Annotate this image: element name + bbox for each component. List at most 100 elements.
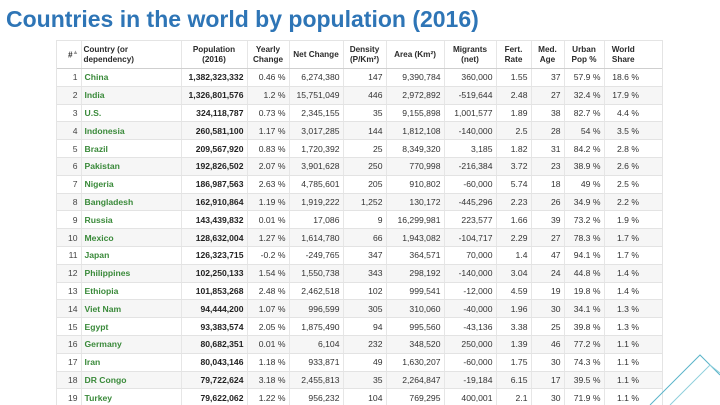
cell-migrants: 250,000 [443, 335, 496, 354]
header-med-age[interactable]: Med. Age [530, 41, 564, 69]
header-population[interactable]: Population (2016) [180, 41, 247, 69]
cell-country[interactable]: Japan [80, 246, 181, 265]
cell-med-age: 46 [530, 335, 564, 354]
cell-country[interactable]: U.S. [80, 104, 181, 123]
table-row: 2 India 1,326,801,576 1.2 % 15,751,049 446 2,9… [57, 86, 662, 105]
cell-world-share: 2.2 % [603, 193, 642, 212]
cell-yearly-change: 0.83 % [246, 139, 289, 158]
header-fert-rate[interactable]: Fert. Rate [495, 41, 531, 69]
cell-area: 298,192 [385, 264, 444, 283]
cell-density: 205 [342, 175, 386, 194]
cell-country[interactable]: DR Congo [80, 371, 181, 390]
cell-spacer [642, 193, 662, 212]
header-yearly-change[interactable]: Yearly Change [246, 41, 289, 69]
cell-country[interactable]: Iran [80, 353, 181, 372]
cell-migrants: -140,000 [443, 264, 496, 283]
header-country[interactable]: Country (or dependency) [80, 41, 181, 69]
cell-urban-pop: 73.2 % [563, 210, 604, 230]
cell-density: 25 [342, 139, 386, 158]
cell-yearly-change: 1.54 % [246, 264, 289, 283]
header-area[interactable]: Area (Km²) [385, 41, 444, 69]
cell-net-change: 17,086 [288, 210, 343, 230]
cell-country[interactable]: Indonesia [80, 121, 181, 141]
cell-spacer [642, 371, 662, 390]
cell-yearly-change: 2.48 % [246, 282, 289, 301]
cell-density: 102 [342, 282, 386, 301]
cell-spacer [642, 104, 662, 123]
cell-population: 79,722,624 [180, 371, 247, 390]
cell-country[interactable]: Germany [80, 335, 181, 354]
header-net-change[interactable]: Net Change [288, 41, 343, 69]
cell-density: 35 [342, 104, 386, 123]
cell-med-age: 17 [530, 371, 564, 390]
cell-net-change: 4,785,601 [288, 175, 343, 194]
table-row: 19 Turkey 79,622,062 1.22 % 956,232 104 769,29… [57, 388, 662, 405]
cell-country[interactable]: Mexico [80, 228, 181, 247]
cell-migrants: 223,577 [443, 210, 496, 230]
cell-density: 1,252 [342, 193, 386, 212]
cell-country[interactable]: Russia [80, 210, 181, 230]
cell-area: 769,295 [385, 388, 444, 405]
cell-world-share: 3.5 % [603, 121, 642, 141]
cell-fert-rate: 1.4 [495, 246, 531, 265]
header-migrants[interactable]: Migrants (net) [443, 41, 496, 69]
cell-yearly-change: 2.07 % [246, 157, 289, 176]
cell-population: 209,567,920 [180, 139, 247, 158]
cell-rank: 13 [57, 282, 81, 301]
cell-density: 144 [342, 121, 386, 141]
cell-spacer [642, 264, 662, 283]
cell-med-age: 27 [530, 228, 564, 247]
header-urban-pop[interactable]: Urban Pop % [563, 41, 604, 69]
cell-rank: 3 [57, 104, 81, 123]
cell-density: 9 [342, 210, 386, 230]
cell-country[interactable]: China [80, 68, 181, 87]
cell-med-age: 38 [530, 104, 564, 123]
cell-med-age: 25 [530, 317, 564, 336]
header-world-share[interactable]: World Share [603, 41, 642, 69]
cell-area: 8,349,320 [385, 139, 444, 158]
header-rank[interactable]: #▲ [57, 41, 81, 69]
cell-area: 999,541 [385, 282, 444, 301]
cell-area: 1,630,207 [385, 353, 444, 372]
cell-population: 79,622,062 [180, 388, 247, 405]
cell-rank: 10 [57, 228, 81, 247]
cell-spacer [642, 335, 662, 354]
cell-country[interactable]: Nigeria [80, 175, 181, 194]
cell-rank: 11 [57, 246, 81, 265]
cell-fert-rate: 1.66 [495, 210, 531, 230]
population-table: #▲ Country (or dependency) Population (2… [57, 41, 662, 405]
cell-rank: 16 [57, 335, 81, 354]
table-row: 13 Ethiopia 101,853,268 2.48 % 2,462,518 102 9… [57, 282, 662, 301]
cell-country[interactable]: Turkey [80, 388, 181, 405]
cell-urban-pop: 54 % [563, 121, 604, 141]
cell-area: 16,299,981 [385, 210, 444, 230]
cell-migrants: -519,644 [443, 86, 496, 105]
cell-country[interactable]: Bangladesh [80, 193, 181, 212]
cell-country[interactable]: Ethiopia [80, 282, 181, 301]
cell-country[interactable]: Pakistan [80, 157, 181, 176]
cell-med-age: 27 [530, 86, 564, 105]
table-row: 7 Nigeria 186,987,563 2.63 % 4,785,601 205 910… [57, 175, 662, 194]
cell-med-age: 18 [530, 175, 564, 194]
cell-population: 143,439,832 [180, 210, 247, 230]
cell-med-age: 47 [530, 246, 564, 265]
cell-country[interactable]: Philippines [80, 264, 181, 283]
cell-country[interactable]: Viet Nam [80, 299, 181, 319]
cell-country[interactable]: India [80, 86, 181, 105]
cell-country[interactable]: Egypt [80, 317, 181, 336]
cell-migrants: 360,000 [443, 68, 496, 87]
cell-rank: 14 [57, 299, 81, 319]
cell-fert-rate: 1.75 [495, 353, 531, 372]
cell-med-age: 24 [530, 264, 564, 283]
cell-urban-pop: 74.3 % [563, 353, 604, 372]
cell-med-age: 19 [530, 282, 564, 301]
cell-urban-pop: 34.9 % [563, 193, 604, 212]
cell-world-share: 17.9 % [603, 86, 642, 105]
cell-fert-rate: 1.82 [495, 139, 531, 158]
cell-yearly-change: 0.46 % [246, 68, 289, 87]
cell-yearly-change: 0.01 % [246, 335, 289, 354]
cell-country[interactable]: Brazil [80, 139, 181, 158]
cell-yearly-change: 1.07 % [246, 299, 289, 319]
cell-area: 130,172 [385, 193, 444, 212]
header-density[interactable]: Density (P/Km²) [342, 41, 386, 69]
